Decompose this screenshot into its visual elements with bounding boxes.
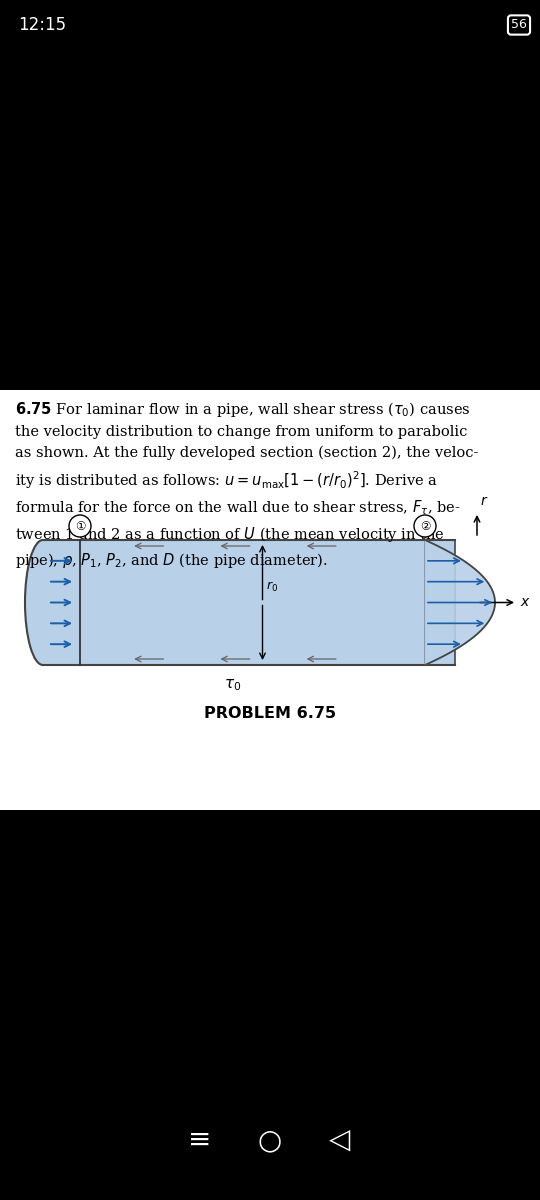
Text: ≡: ≡	[188, 1126, 212, 1154]
Text: 56: 56	[511, 18, 527, 31]
Text: 12:15: 12:15	[18, 16, 66, 34]
Text: ○: ○	[258, 1126, 282, 1154]
Polygon shape	[425, 540, 495, 665]
FancyBboxPatch shape	[43, 540, 455, 665]
Text: $r_0$: $r_0$	[267, 581, 279, 594]
Text: $\tau_0$: $\tau_0$	[224, 677, 241, 692]
Circle shape	[414, 515, 436, 538]
Text: $x$: $x$	[520, 595, 531, 610]
Text: $\mathbf{6.75}$ For laminar flow in a pipe, wall shear stress ($\tau_0$) causes
: $\mathbf{6.75}$ For laminar flow in a pi…	[15, 400, 478, 570]
Text: PROBLEM 6.75: PROBLEM 6.75	[204, 706, 336, 720]
Text: ②: ②	[420, 520, 430, 533]
FancyBboxPatch shape	[0, 390, 540, 810]
Circle shape	[69, 515, 91, 538]
Text: $r$: $r$	[480, 494, 488, 508]
Text: ◁: ◁	[329, 1126, 350, 1154]
Polygon shape	[25, 540, 43, 665]
Text: ①: ①	[75, 520, 85, 533]
